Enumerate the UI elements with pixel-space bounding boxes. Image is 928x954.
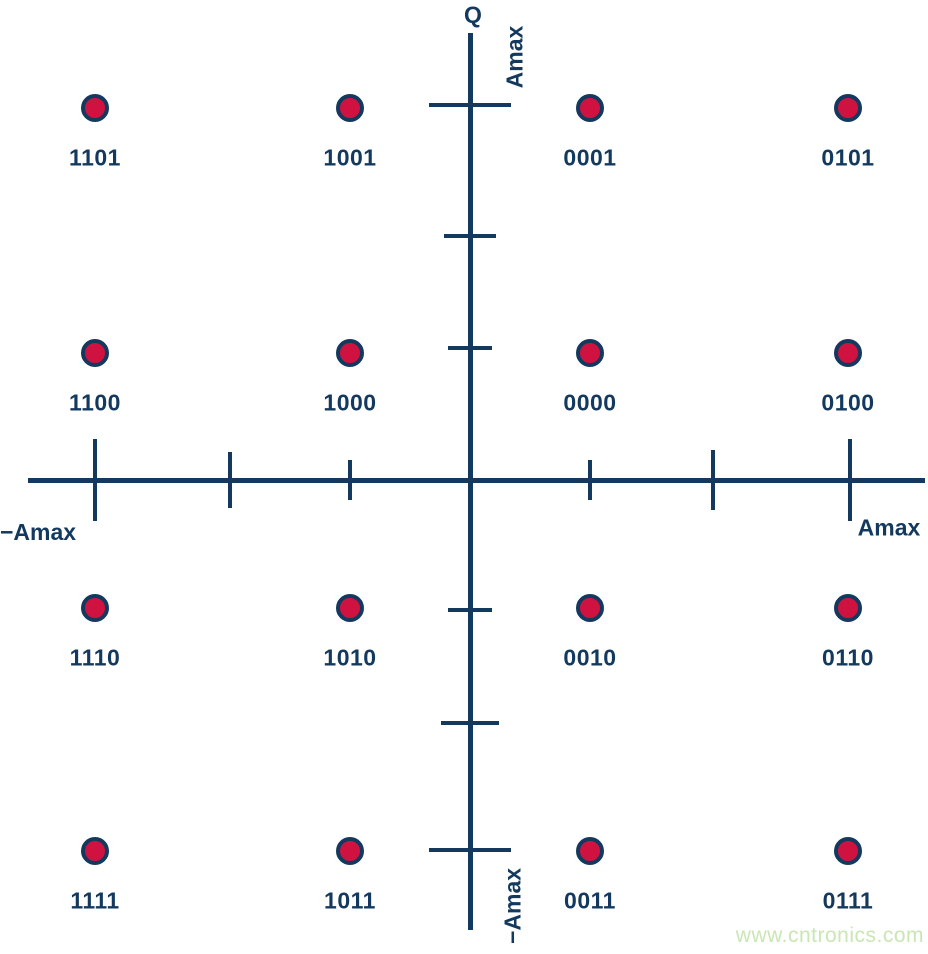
constellation-point <box>576 837 604 865</box>
symbol-label: 0110 <box>822 644 874 671</box>
constellation-point <box>834 594 862 622</box>
constellation-point <box>81 94 109 122</box>
constellation-point <box>336 339 364 367</box>
i-axis-line <box>28 478 925 483</box>
i-axis-tick <box>588 460 592 500</box>
symbol-label: 0101 <box>821 144 875 171</box>
q-axis-tick <box>448 346 492 350</box>
i-axis-tick <box>93 439 97 521</box>
i-min-label: −Amax <box>0 519 77 545</box>
q-axis-tick <box>441 721 499 725</box>
q-axis-tick <box>429 848 511 852</box>
symbol-label: 1100 <box>69 389 121 416</box>
constellation-point <box>336 594 364 622</box>
i-axis-tick <box>848 439 852 521</box>
i-axis-tick <box>711 450 715 510</box>
symbol-label: 0001 <box>563 144 617 171</box>
i-axis-tick <box>348 460 352 500</box>
constellation-point <box>576 594 604 622</box>
constellation-point <box>834 94 862 122</box>
constellation-point <box>336 94 364 122</box>
q-min-label: −Amax <box>499 867 526 945</box>
q-axis-tick <box>444 234 496 238</box>
symbol-label: 1110 <box>69 644 121 671</box>
q-max-label: Amax <box>501 25 528 89</box>
constellation-point <box>81 339 109 367</box>
symbol-label: 1111 <box>70 887 120 914</box>
constellation-point <box>834 837 862 865</box>
symbol-label: 1101 <box>69 144 121 171</box>
q-axis-tick <box>448 608 492 612</box>
symbol-label: 0010 <box>563 644 617 671</box>
symbol-label: 1001 <box>323 144 377 171</box>
constellation-point <box>336 837 364 865</box>
watermark-text: www.cntronics.com <box>735 924 924 947</box>
symbol-label: 1010 <box>323 644 377 671</box>
q-axis-tick <box>429 103 511 107</box>
constellation-point <box>81 594 109 622</box>
constellation-point <box>81 837 109 865</box>
symbol-label: 0100 <box>821 389 875 416</box>
symbol-label: 0011 <box>564 887 616 914</box>
i-max-label: Amax <box>857 514 921 541</box>
constellation-point <box>834 339 862 367</box>
symbol-label: 0111 <box>822 887 874 914</box>
constellation-point <box>576 94 604 122</box>
symbol-label: 0000 <box>563 389 617 416</box>
q-axis-label: Q <box>464 1 482 28</box>
symbol-label: 1011 <box>324 887 376 914</box>
i-axis-tick <box>228 452 232 508</box>
symbol-label: 1000 <box>323 389 377 416</box>
constellation-point <box>576 339 604 367</box>
